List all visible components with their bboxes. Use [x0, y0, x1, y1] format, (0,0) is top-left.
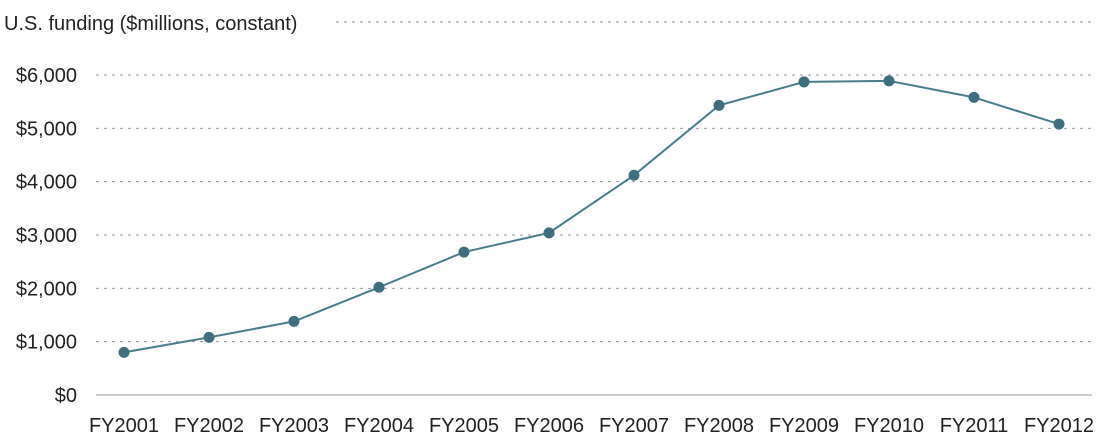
data-point — [373, 281, 385, 293]
x-tick-label: FY2010 — [854, 415, 924, 437]
data-point — [288, 315, 300, 327]
x-tick-label: FY2011 — [940, 415, 1009, 437]
x-tick-label: FY2005 — [429, 415, 499, 437]
x-tick-label: FY2001 — [89, 415, 159, 437]
y-tick-label: $4,000 — [16, 172, 77, 194]
data-point — [883, 75, 895, 87]
data-point — [713, 99, 725, 111]
y-tick-label: $5,000 — [16, 118, 77, 140]
y-tick-label: $1,000 — [16, 332, 77, 354]
data-point — [118, 346, 130, 358]
data-point — [968, 91, 980, 103]
data-point — [203, 331, 215, 343]
data-point — [458, 246, 470, 258]
y-tick-label: $3,000 — [16, 225, 77, 247]
x-axis-ticks: FY2001 FY2002 FY2003 FY2004 FY2005 FY2006 FY20… — [89, 415, 1094, 437]
series — [118, 75, 1065, 358]
data-point — [1053, 118, 1065, 130]
data-point — [798, 76, 810, 88]
x-tick-label: FY2003 — [259, 415, 329, 437]
y-tick-label: $2,000 — [16, 278, 77, 300]
grid — [96, 21, 1092, 343]
x-tick-label: FY2007 — [599, 415, 669, 437]
data-point — [628, 169, 640, 181]
x-tick-label: FY2009 — [769, 415, 839, 437]
x-tick-label: FY2004 — [344, 415, 414, 437]
y-tick-label: $0 — [55, 385, 77, 407]
x-tick-label: FY2012 — [1024, 415, 1094, 437]
y-axis-ticks: $0 $1,000 $2,000 $3,000 $4,000 $5,000 $6,000 — [16, 65, 77, 407]
y-tick-label: $6,000 — [16, 65, 77, 87]
x-tick-label: FY2008 — [684, 415, 754, 437]
x-tick-label: FY2002 — [174, 415, 244, 437]
x-tick-label: FY2006 — [514, 415, 584, 437]
y-axis-label: U.S. funding ($millions, constant) — [4, 13, 297, 35]
series-line — [123, 79, 1060, 354]
data-point — [543, 227, 555, 239]
